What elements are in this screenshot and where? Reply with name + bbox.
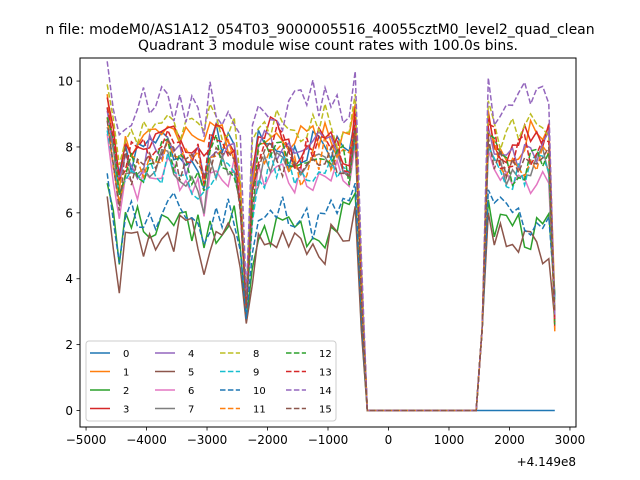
chart-title: Quadrant 3 module wise count rates with … xyxy=(138,38,518,54)
y-axis: 0 2 4 6 8 10 xyxy=(58,75,80,418)
legend-label: 2 xyxy=(123,386,129,397)
y-tick-label: 8 xyxy=(65,140,73,154)
legend-label: 0 xyxy=(123,349,129,360)
figure-suptitle: n file: modeM0/AS1A12_054T03_9000005516_… xyxy=(45,22,594,38)
legend-label: 13 xyxy=(319,368,332,379)
x-tick-label: −1000 xyxy=(308,433,349,447)
series-line-15 xyxy=(106,120,556,412)
x-tick-label: −4000 xyxy=(126,433,167,447)
legend-item-15: 15 xyxy=(286,405,332,416)
x-tick-label: 3000 xyxy=(555,433,586,447)
legend-label: 5 xyxy=(188,368,194,379)
legend-item-2: 2 xyxy=(90,386,129,397)
legend-item-0: 0 xyxy=(90,349,129,360)
legend-box xyxy=(85,340,337,422)
legend-item-1: 1 xyxy=(90,368,129,379)
y-tick-label: 2 xyxy=(65,338,73,352)
legend-item-3: 3 xyxy=(90,405,129,416)
legend-item-12: 12 xyxy=(286,349,332,360)
series-layer xyxy=(106,61,556,412)
legend-label: 10 xyxy=(253,386,266,397)
x-tick-label: 0 xyxy=(385,433,393,447)
legend-label: 15 xyxy=(319,405,332,416)
y-tick-label: 0 xyxy=(65,404,73,418)
legend-label: 11 xyxy=(253,405,266,416)
legend-item-7: 7 xyxy=(155,405,194,416)
y-tick-label: 6 xyxy=(65,206,73,220)
x-tick-label: −3000 xyxy=(187,433,228,447)
x-axis: −5000 −4000 −3000 −2000 −1000 0 1000 2000 3000 xyxy=(66,427,585,447)
legend-item-6: 6 xyxy=(155,386,194,397)
x-axis-offset-label: +4.149e8 xyxy=(517,455,576,469)
legend-label: 3 xyxy=(123,405,129,416)
y-tick-label: 4 xyxy=(65,272,73,286)
legend-label: 14 xyxy=(319,386,332,397)
x-tick-label: −5000 xyxy=(66,433,107,447)
x-tick-label: 1000 xyxy=(434,433,465,447)
legend-label: 12 xyxy=(319,349,332,360)
legend-item-10: 10 xyxy=(220,386,266,397)
legend-item-13: 13 xyxy=(286,368,332,379)
y-tick-label: 10 xyxy=(58,75,73,89)
legend-item-4: 4 xyxy=(155,349,194,360)
legend-label: 8 xyxy=(253,349,259,360)
legend-label: 9 xyxy=(253,368,259,379)
legend-item-9: 9 xyxy=(220,368,259,379)
legend-label: 6 xyxy=(188,386,194,397)
legend-item-5: 5 xyxy=(155,368,194,379)
legend-label: 7 xyxy=(188,405,194,416)
legend-item-8: 8 xyxy=(220,349,259,360)
x-tick-label: −2000 xyxy=(247,433,288,447)
x-tick-label: 2000 xyxy=(494,433,525,447)
legend-label: 4 xyxy=(188,349,194,360)
legend-item-14: 14 xyxy=(286,386,332,397)
legend-item-11: 11 xyxy=(220,405,266,416)
legend-label: 1 xyxy=(123,368,129,379)
